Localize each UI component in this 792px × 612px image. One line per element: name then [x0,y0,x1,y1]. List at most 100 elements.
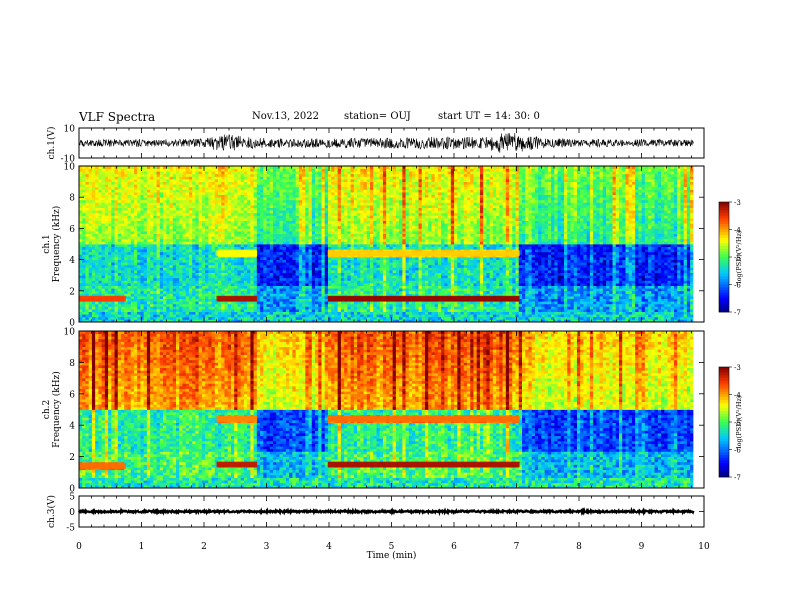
colorbar-step [719,444,729,448]
ch1-trace [78,133,694,153]
y-tick-label: 2 [69,453,75,463]
colorbar-step [719,284,729,288]
colorbar-tick-label: -5 [734,419,741,427]
no-data-area [693,331,704,488]
colorbar-step [719,411,729,415]
colorbar-step [719,215,729,219]
x-tick-label: 8 [576,542,582,552]
y-tick-label: 6 [69,390,75,400]
station-label: station= OUJ [344,111,411,122]
colorbar-tick-label: -7 [734,309,741,317]
colorbar-step [719,449,729,453]
ch3-waveform-panel: 5 0 -5 ch.3(V) [46,493,705,534]
colorbar-step [719,389,729,393]
time-axis: 0 1 2 3 4 5 6 7 8 9 10 Time (min) [76,542,710,561]
x-tick-label: 3 [264,542,270,552]
colorbar-label: log(PSD)(V²/Hz) [735,395,743,448]
colorbar-step [719,301,729,305]
colorbar-step [719,279,729,283]
colorbar-step [719,287,729,291]
colorbar-step [719,463,729,467]
emission-band [79,463,126,469]
colorbar-step [719,433,729,437]
colorbar-step [719,457,729,461]
colorbar-step [719,204,729,208]
emission-band [327,295,520,302]
y-tick-label: 8 [69,194,75,204]
y-tick-label: 10 [64,163,76,173]
colorbar-step [719,202,729,206]
y-tick-label: 6 [69,225,75,235]
x-tick-label: 4 [326,542,332,552]
emission-band [216,295,258,302]
colorbar-step [719,460,729,464]
y-axis-label: Frequency (kHz) [51,371,62,448]
emission-band [216,416,258,422]
x-tick-label: 10 [698,542,710,552]
colorbar-step [719,369,729,373]
ch2-colorbar: -3 -4 -5 -6 -7 log(PSD)(V²/Hz) [718,364,743,482]
colorbar-step [719,446,729,450]
date-label: Nov.13, 2022 [252,111,319,122]
colorbar-step [719,430,729,434]
colorbar-step [719,235,729,239]
x-tick-label: 1 [139,542,145,552]
colorbar-step [719,419,729,423]
x-tick-label: 2 [201,542,207,552]
y-tick-label: 8 [69,359,75,369]
colorbar-step [719,394,729,398]
colorbar-step [719,422,729,426]
colorbar-step [719,441,729,445]
y-tick-label: -10 [61,155,76,165]
emission-band [327,461,520,468]
colorbar-step [719,383,729,387]
colorbar-step [719,391,729,395]
colorbar-step [719,218,729,222]
colorbar-tick-label: -4 [734,227,741,235]
y-tick-label: 0 [69,319,75,329]
colorbar-step [719,455,729,459]
colorbar-step [719,367,729,371]
colorbar-step [719,466,729,470]
colorbar-step [719,438,729,442]
colorbar-step [719,405,729,409]
colorbar-step [719,259,729,263]
x-tick-label: 0 [76,542,82,552]
colorbar-step [719,268,729,272]
colorbar-step [719,452,729,456]
colorbar-step [719,229,729,233]
colorbar-step [719,424,729,428]
y-tick-label: 0 [69,485,75,495]
colorbar-step [719,402,729,406]
colorbar-step [719,265,729,269]
y-tick-label: -5 [66,524,75,534]
x-tick-label: 6 [451,542,457,552]
colorbar-step [719,232,729,236]
emission-band [216,461,258,468]
colorbar-step [719,254,729,258]
colorbar-step [719,375,729,379]
ch1-colorbar: -3 -4 -5 -6 -7 log(PSD)(V²/Hz) [718,199,743,317]
y-axis-label: ch.1 [42,234,52,253]
colorbar-step [719,243,729,247]
colorbar-tick-label: -4 [734,392,741,400]
emission-band [327,250,520,257]
colorbar-step [719,408,729,412]
colorbar-step [719,303,729,307]
colorbar-step [719,224,729,228]
colorbar-step [719,281,729,285]
x-tick-label: 7 [514,542,520,552]
y-tick-label: 4 [69,256,75,266]
y-axis-label: ch.2 [42,400,52,419]
colorbar-step [719,380,729,384]
colorbar-step [719,295,729,299]
y-tick-label: 10 [64,125,76,135]
colorbar-step [719,273,729,277]
ch3-trace [77,506,695,517]
colorbar-step [719,240,729,244]
colorbar-step [719,262,729,266]
y-tick-label: 5 [69,493,75,503]
colorbar-step [719,276,729,280]
colorbar-tick-label: -3 [734,199,741,207]
y-tick-label: 2 [69,287,75,297]
